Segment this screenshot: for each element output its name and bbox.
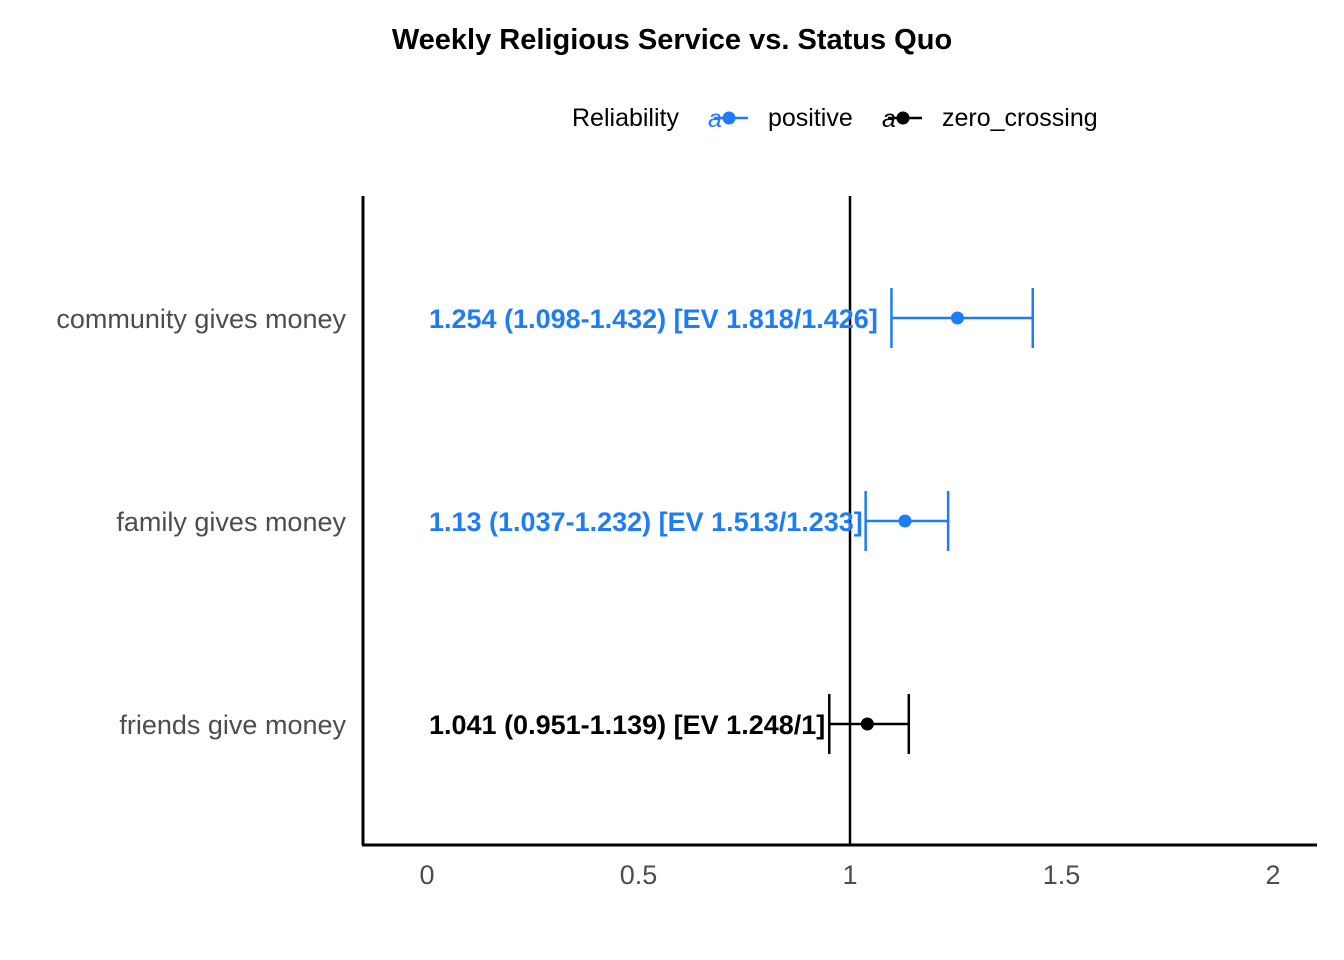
x-tick-label: 0.5 bbox=[620, 860, 658, 890]
x-tick-label: 1.5 bbox=[1043, 860, 1081, 890]
estimate-label: 1.254 (1.098-1.432) [EV 1.818/1.426] bbox=[429, 304, 878, 334]
chart-title: Weekly Religious Service vs. Status Quo bbox=[392, 24, 952, 56]
legend-entry-positive: apositive bbox=[708, 104, 853, 133]
estimate-label: 1.13 (1.037-1.232) [EV 1.513/1.233] bbox=[429, 507, 863, 537]
legend-key-point bbox=[722, 111, 736, 125]
y-tick-label: friends give money bbox=[119, 710, 346, 740]
y-tick-label: family gives money bbox=[116, 507, 346, 537]
y-tick-label: community gives money bbox=[56, 304, 346, 334]
x-axis-tick-labels: 0 0.5 1 1.5 2 bbox=[419, 860, 1280, 890]
estimate-row: 1.041 (0.951-1.139) [EV 1.248/1] bbox=[429, 694, 911, 754]
estimate-point bbox=[950, 311, 964, 325]
legend-label: positive bbox=[768, 104, 853, 132]
legend-entry-zero-crossing: azero_crossing bbox=[882, 104, 1098, 133]
estimate-row: 1.254 (1.098-1.432) [EV 1.818/1.426] bbox=[429, 288, 1034, 348]
legend-title: Reliability bbox=[572, 104, 679, 132]
estimate-label: 1.041 (0.951-1.139) [EV 1.248/1] bbox=[429, 710, 825, 740]
estimate-row: 1.13 (1.037-1.232) [EV 1.513/1.233] bbox=[429, 491, 950, 551]
legend: Reliability apositive azero_crossing bbox=[572, 104, 1098, 133]
legend-key-point bbox=[896, 111, 910, 125]
y-axis-tick-labels: community gives money family gives money f… bbox=[56, 304, 346, 740]
x-tick-label: 1 bbox=[842, 860, 857, 890]
estimate-point bbox=[860, 717, 874, 731]
legend-label: zero_crossing bbox=[942, 104, 1098, 132]
x-tick-label: 0 bbox=[419, 860, 434, 890]
x-tick-label: 2 bbox=[1265, 860, 1280, 890]
legend-entries: apositive azero_crossing bbox=[708, 104, 1098, 133]
plot-marks: 1.254 (1.098-1.432) [EV 1.818/1.426] 1.13… bbox=[429, 196, 1034, 845]
estimate-point bbox=[898, 514, 912, 528]
